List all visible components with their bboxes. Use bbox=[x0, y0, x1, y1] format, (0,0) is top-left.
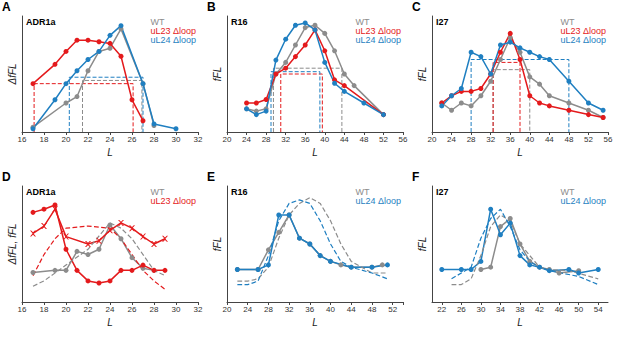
svg-text:L: L bbox=[107, 147, 113, 158]
svg-text:E: E bbox=[207, 170, 215, 184]
svg-text:ADR1a: ADR1a bbox=[26, 17, 57, 27]
svg-text:24: 24 bbox=[447, 135, 456, 144]
svg-text:24: 24 bbox=[106, 305, 115, 314]
svg-text:36: 36 bbox=[305, 305, 314, 314]
svg-text:48: 48 bbox=[367, 305, 376, 314]
svg-text:WT: WT bbox=[560, 186, 575, 197]
svg-text:20: 20 bbox=[223, 305, 232, 314]
svg-text:18: 18 bbox=[40, 305, 49, 314]
svg-text:fFL: fFL bbox=[417, 237, 428, 251]
svg-text:20: 20 bbox=[428, 135, 437, 144]
svg-text:24: 24 bbox=[242, 135, 251, 144]
svg-text:32: 32 bbox=[194, 305, 203, 314]
svg-text:F: F bbox=[412, 170, 419, 184]
svg-text:16: 16 bbox=[18, 305, 27, 314]
svg-text:R16: R16 bbox=[231, 17, 248, 27]
svg-text:50: 50 bbox=[574, 305, 583, 314]
svg-text:uL23 Δloop: uL23 Δloop bbox=[150, 196, 196, 206]
svg-text:44: 44 bbox=[347, 305, 356, 314]
svg-text:16: 16 bbox=[18, 135, 27, 144]
svg-text:32: 32 bbox=[486, 135, 495, 144]
svg-text:uL23 Δloop: uL23 Δloop bbox=[150, 25, 196, 36]
svg-text:fFL: fFL bbox=[212, 237, 223, 251]
svg-text:52: 52 bbox=[379, 135, 388, 144]
svg-text:32: 32 bbox=[194, 135, 203, 144]
svg-text:52: 52 bbox=[584, 135, 593, 144]
svg-text:D: D bbox=[2, 170, 11, 184]
svg-text:uL24 Δloop: uL24 Δloop bbox=[355, 196, 401, 206]
svg-text:30: 30 bbox=[476, 305, 485, 314]
svg-text:fFL: fFL bbox=[417, 67, 428, 81]
svg-text:20: 20 bbox=[223, 135, 232, 144]
svg-text:22: 22 bbox=[84, 135, 93, 144]
svg-text:30: 30 bbox=[172, 135, 181, 144]
svg-text:34: 34 bbox=[496, 305, 505, 314]
svg-text:fFL: fFL bbox=[212, 67, 223, 81]
svg-text:B: B bbox=[207, 0, 216, 14]
svg-text:48: 48 bbox=[359, 135, 368, 144]
svg-text:32: 32 bbox=[281, 135, 290, 144]
svg-text:L: L bbox=[517, 147, 523, 158]
svg-text:20: 20 bbox=[62, 135, 71, 144]
svg-text:ΔfFL, fFL: ΔfFL, fFL bbox=[7, 223, 18, 265]
svg-text:WT: WT bbox=[150, 186, 165, 197]
svg-text:L: L bbox=[312, 317, 318, 328]
svg-text:54: 54 bbox=[594, 305, 603, 314]
svg-text:L: L bbox=[312, 147, 318, 158]
svg-text:56: 56 bbox=[399, 135, 408, 144]
svg-text:28: 28 bbox=[264, 305, 273, 314]
svg-text:L: L bbox=[517, 317, 523, 328]
svg-text:R16: R16 bbox=[231, 187, 248, 197]
svg-text:26: 26 bbox=[457, 305, 466, 314]
svg-text:uL24 Δloop: uL24 Δloop bbox=[560, 35, 606, 45]
svg-text:40: 40 bbox=[320, 135, 329, 144]
svg-text:36: 36 bbox=[506, 135, 515, 144]
svg-text:40: 40 bbox=[525, 135, 534, 144]
svg-text:44: 44 bbox=[545, 135, 554, 144]
svg-text:28: 28 bbox=[467, 135, 476, 144]
svg-text:ΔfFL: ΔfFL bbox=[7, 63, 18, 85]
svg-text:WT: WT bbox=[150, 16, 165, 27]
svg-text:C: C bbox=[412, 0, 421, 14]
svg-text:I27: I27 bbox=[436, 187, 449, 197]
svg-text:ADR1a: ADR1a bbox=[26, 187, 57, 197]
svg-text:28: 28 bbox=[150, 305, 159, 314]
svg-text:46: 46 bbox=[555, 305, 564, 314]
svg-text:A: A bbox=[2, 0, 11, 14]
svg-text:40: 40 bbox=[326, 305, 335, 314]
svg-text:uL23 Δloop: uL23 Δloop bbox=[355, 25, 401, 36]
svg-text:I27: I27 bbox=[436, 17, 449, 27]
svg-text:28: 28 bbox=[262, 135, 271, 144]
svg-text:uL24 Δloop: uL24 Δloop bbox=[150, 35, 196, 45]
svg-text:52: 52 bbox=[388, 305, 397, 314]
svg-text:uL24 Δloop: uL24 Δloop bbox=[355, 35, 401, 45]
svg-text:WT: WT bbox=[355, 16, 370, 27]
svg-text:36: 36 bbox=[301, 135, 310, 144]
svg-text:20: 20 bbox=[62, 305, 71, 314]
svg-text:26: 26 bbox=[128, 135, 137, 144]
svg-text:uL24 Δloop: uL24 Δloop bbox=[560, 196, 606, 206]
svg-text:22: 22 bbox=[437, 305, 446, 314]
svg-text:26: 26 bbox=[128, 305, 137, 314]
svg-text:48: 48 bbox=[564, 135, 573, 144]
svg-text:22: 22 bbox=[84, 305, 93, 314]
svg-text:WT: WT bbox=[355, 186, 370, 197]
svg-text:28: 28 bbox=[150, 135, 159, 144]
svg-text:uL23 Δloop: uL23 Δloop bbox=[560, 25, 606, 36]
svg-text:38: 38 bbox=[516, 305, 525, 314]
svg-text:L: L bbox=[107, 317, 113, 328]
svg-text:24: 24 bbox=[106, 135, 115, 144]
svg-text:32: 32 bbox=[285, 305, 294, 314]
svg-text:24: 24 bbox=[243, 305, 252, 314]
svg-text:WT: WT bbox=[560, 16, 575, 27]
svg-text:44: 44 bbox=[340, 135, 349, 144]
svg-text:30: 30 bbox=[172, 305, 181, 314]
svg-text:56: 56 bbox=[604, 135, 613, 144]
svg-text:18: 18 bbox=[40, 135, 49, 144]
svg-text:42: 42 bbox=[535, 305, 544, 314]
